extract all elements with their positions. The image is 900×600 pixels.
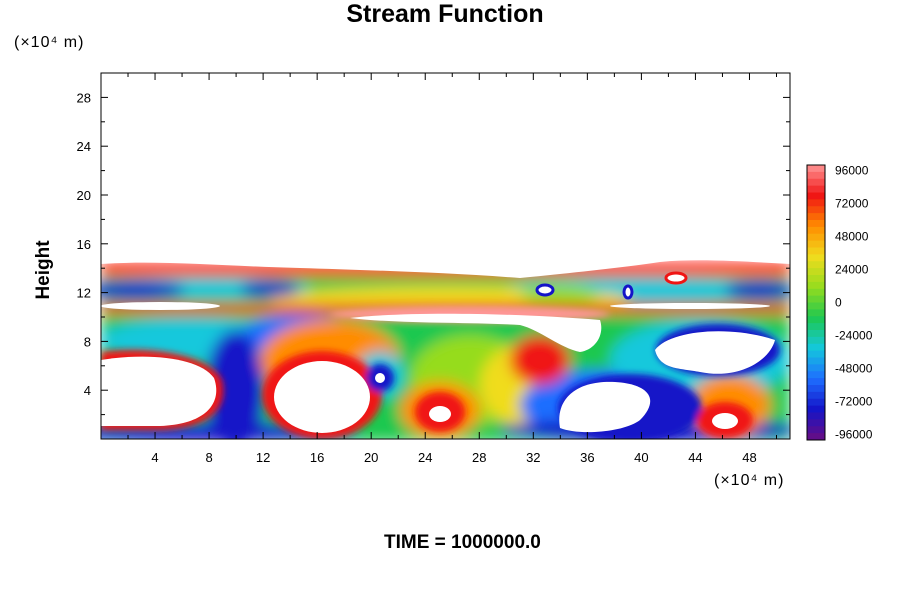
colorbar-swatch xyxy=(807,433,825,441)
colorbar-swatch xyxy=(807,309,825,317)
colorbar-swatch xyxy=(807,398,825,407)
colorbar-swatch xyxy=(807,378,825,386)
x-tick-label: 44 xyxy=(688,450,702,465)
colorbar-label: 72000 xyxy=(835,197,869,211)
colorbar-swatch xyxy=(807,178,825,187)
x-tick-label: 8 xyxy=(205,450,212,465)
plot-frame xyxy=(100,72,791,440)
colorbar-swatch xyxy=(807,336,825,345)
colorbar-label: -72000 xyxy=(835,395,873,409)
colorbar-frame xyxy=(806,164,826,441)
colorbar-swatch xyxy=(807,220,825,228)
y-tick-label: 4 xyxy=(84,383,91,398)
colorbar-swatch xyxy=(807,323,825,331)
colorbar-swatch xyxy=(807,268,825,276)
colorbar-swatch xyxy=(807,357,825,365)
y-tick-label: 16 xyxy=(77,237,91,252)
colorbar-swatch xyxy=(807,412,825,420)
colorbar-swatch xyxy=(807,364,825,372)
colorbar-label: 96000 xyxy=(835,164,869,178)
x-tick-label: 48 xyxy=(742,450,756,465)
colorbar-label: 24000 xyxy=(835,263,869,277)
x-tick-label: 12 xyxy=(256,450,270,465)
colorbar-swatch xyxy=(807,316,825,324)
colorbar-swatch xyxy=(807,288,825,297)
colorbar-swatch xyxy=(807,199,825,207)
colorbar-label: -48000 xyxy=(835,362,873,376)
colorbar-swatch xyxy=(807,165,825,173)
colorbar-swatch xyxy=(807,240,825,248)
x-tick-label: 28 xyxy=(472,450,486,465)
colorbar-swatch xyxy=(807,385,825,393)
x-tick-label: 20 xyxy=(364,450,378,465)
x-tick-label: 32 xyxy=(526,450,540,465)
colorbar-swatch xyxy=(807,261,825,269)
colorbar-swatch xyxy=(807,343,825,352)
colorbar-swatch xyxy=(807,226,825,235)
x-axis-unit: (×10⁴ m) xyxy=(714,472,785,489)
colorbar-swatch xyxy=(807,213,825,221)
colorbar-swatch xyxy=(807,171,825,180)
colorbar-swatch xyxy=(807,281,825,290)
colorbar-label: -24000 xyxy=(835,329,873,343)
time-label: TIME = 1000000.0 xyxy=(384,532,541,553)
colorbar-label: 48000 xyxy=(835,230,869,244)
colorbar-swatch xyxy=(807,405,825,413)
colorbar-label: -96000 xyxy=(835,428,873,442)
colorbar-swatch xyxy=(807,247,825,255)
y-tick-label: 24 xyxy=(77,139,91,154)
colorbar-swatch xyxy=(807,206,825,214)
y-axis-unit: (×10⁴ m) xyxy=(14,34,85,51)
colorbar-swatch xyxy=(807,350,825,358)
colorbar-swatch xyxy=(807,295,825,303)
colorbar-label: 0 xyxy=(835,296,842,310)
chart-title: Stream Function xyxy=(346,0,544,28)
y-tick-label: 12 xyxy=(77,286,91,301)
x-tick-label: 4 xyxy=(151,450,158,465)
y-tick-label: 20 xyxy=(77,188,91,203)
colorbar-swatch xyxy=(807,192,825,200)
colorbar-swatch xyxy=(807,302,825,310)
colorbar-swatch xyxy=(807,419,825,427)
x-tick-label: 24 xyxy=(418,450,432,465)
colorbar-swatch xyxy=(807,275,825,283)
x-tick-label: 36 xyxy=(580,450,594,465)
colorbar-swatch xyxy=(807,330,825,338)
contour-field xyxy=(101,73,790,439)
colorbar-swatch xyxy=(807,426,825,434)
x-tick-label: 40 xyxy=(634,450,648,465)
colorbar-swatch xyxy=(807,185,825,193)
colorbar: 96000 72000 48000 24000 0 -24000 -48000 -72000 -… xyxy=(806,164,873,442)
colorbar-swatch xyxy=(807,254,825,262)
y-tick-label: 28 xyxy=(77,90,91,105)
colorbar-swatch xyxy=(807,233,825,242)
colorbar-swatch xyxy=(807,371,825,379)
x-tick-label: 16 xyxy=(310,450,324,465)
colorbar-swatch xyxy=(807,391,825,400)
y-tick-label: 8 xyxy=(84,334,91,349)
